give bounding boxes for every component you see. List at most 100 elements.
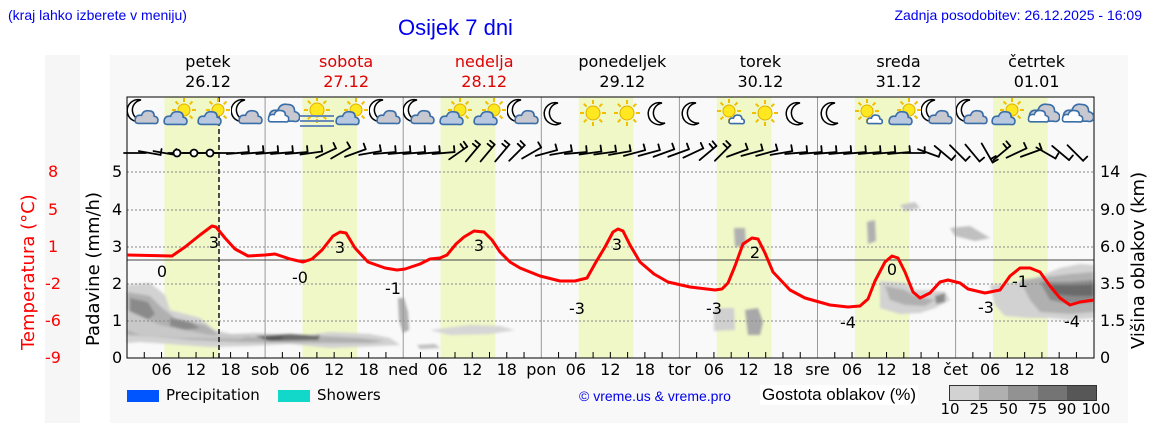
x-tick-label: 18 [1048, 360, 1070, 379]
day-header: sobota 27.12 [277, 52, 415, 92]
temp-label: 0 [886, 260, 898, 279]
sun-cloud-icon [162, 98, 197, 134]
cloud-density-scale-label: 50 [998, 400, 1018, 418]
temp-label: -1 [1012, 272, 1028, 291]
day-header: petek 26.12 [139, 52, 277, 92]
x-tick-label: 12 [600, 360, 621, 379]
showers-legend-label: Showers [317, 386, 381, 404]
day-date: 26.12 [185, 72, 231, 91]
precip-tick: 0 [112, 348, 123, 367]
precip-tick: 3 [112, 237, 123, 256]
x-tick-label: 18 [772, 360, 794, 379]
day-name: ponedeljek [578, 52, 667, 71]
x-tick-label: 18 [910, 360, 932, 379]
sun-icon [610, 98, 645, 134]
sun-cloud-icon [334, 98, 369, 134]
cloud-height-tick: 3.5 [1100, 274, 1126, 293]
moon-icon [645, 98, 680, 134]
x-tick-label: 12 [876, 360, 897, 379]
sun-cloud-icon [472, 98, 507, 134]
cloud-density-scale-label: 90 [1057, 400, 1077, 418]
sun-cloud-icon [438, 98, 473, 134]
temp-label: -4 [840, 313, 856, 332]
temp-tick: -9 [45, 348, 61, 367]
cloud-height-tick: 9.0 [1100, 200, 1126, 219]
temperature-axis-panel [45, 55, 80, 423]
day-header: torek 30.12 [691, 52, 829, 92]
moon-cloud-icon [920, 98, 956, 134]
cloud-density-scale-label: 100 [1081, 400, 1111, 418]
location-hint: (kraj lahko izberete v meniju) [8, 7, 187, 23]
day-header: četrtek 01.01 [968, 52, 1106, 92]
sun-small-cloud-icon [852, 98, 887, 134]
moon-cloud-icon [126, 98, 162, 134]
x-tick-label: sre [805, 360, 830, 379]
cloud-density-scale-label: 10 [940, 400, 960, 418]
x-tick-label: 12 [185, 360, 207, 379]
x-tick-label: 18 [220, 360, 241, 379]
day-name: nedelja [454, 52, 514, 71]
cloud-icon [1025, 98, 1061, 134]
x-tick-label: 12 [323, 360, 345, 379]
x-tick-label: ned [388, 360, 419, 379]
temp-tick: 1 [48, 237, 59, 256]
precipitation-legend-label: Precipitation [166, 386, 260, 404]
day-name: sreda [876, 52, 921, 71]
x-tick-label: čet [943, 360, 969, 379]
page-title: Osijek 7 dni [398, 15, 513, 40]
temp-tick: -2 [45, 274, 61, 293]
temp-label: 0 [156, 262, 168, 281]
showers-swatch [278, 390, 310, 402]
last-update: Zadnja posodobitev: 26.12.2025 - 16:09 [894, 7, 1142, 23]
cloud-density-scale-label: 75 [1028, 400, 1048, 418]
temp-label: 3 [334, 238, 346, 257]
moon-icon [818, 98, 853, 134]
temp-label: -4 [1064, 312, 1080, 331]
day-date: 31.12 [875, 72, 922, 91]
temp-tick: 5 [48, 200, 59, 219]
x-tick-label: pon [526, 360, 557, 379]
day-date: 28.12 [461, 72, 508, 91]
cloud-height-tick: 0 [1100, 348, 1111, 367]
cloud-icon [1059, 98, 1095, 134]
cloud-height-tick: 14 [1100, 162, 1121, 181]
day-date: 29.12 [599, 72, 646, 91]
temp-label: -0 [292, 268, 308, 287]
moon-cloud-icon [368, 98, 404, 134]
moon-cloud-icon [402, 98, 438, 134]
sun-small-cloud-icon [714, 98, 749, 134]
cloud-density-swatch [1066, 386, 1097, 400]
sun-icon [748, 98, 783, 134]
x-tick-label: 06 [289, 360, 310, 379]
cloud-density-scale [949, 385, 1097, 401]
cloud-icon [265, 98, 301, 134]
x-tick-label: 12 [462, 360, 483, 379]
day-name: torek [739, 52, 782, 71]
temp-label: -3 [706, 299, 722, 318]
temp-tick: 8 [48, 162, 59, 181]
day-date: 30.12 [737, 72, 784, 91]
cloud-height-tick: 1.5 [1100, 311, 1126, 330]
temp-tick: -6 [45, 311, 61, 330]
x-tick-label: sob [250, 360, 280, 379]
moon-cloud-icon [230, 98, 266, 134]
temp-label: -3 [569, 299, 585, 318]
x-tick-label: 18 [496, 360, 517, 379]
moon-icon [783, 98, 818, 134]
precipitation-swatch [127, 390, 159, 402]
sun-fog-icon [299, 97, 335, 134]
credit-link[interactable]: © vreme.us & vreme.pro [579, 388, 731, 404]
temp-label: 3 [611, 235, 623, 254]
x-tick-label: 06 [565, 360, 586, 379]
cloud-density-title: Gostota oblakov (%) [760, 385, 919, 405]
temp-label: -1 [385, 279, 401, 298]
precip-tick: 1 [112, 311, 123, 330]
day-date: 27.12 [323, 72, 369, 91]
day-header: nedelja 28.12 [415, 52, 553, 92]
temp-label: 3 [473, 236, 485, 255]
x-tick-label: 12 [738, 360, 759, 379]
precip-tick: 5 [112, 162, 123, 181]
cloud-density-scale-label: 25 [969, 400, 989, 418]
day-name: petek [185, 52, 231, 71]
x-tick-label: tor [668, 360, 691, 379]
